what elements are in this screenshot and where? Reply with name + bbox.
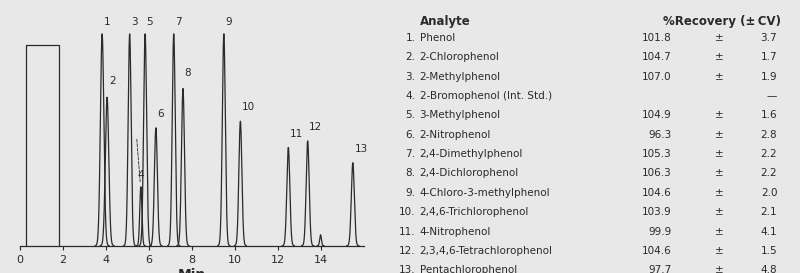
Text: Analyte: Analyte: [419, 15, 470, 28]
Text: 9: 9: [225, 17, 232, 27]
Text: 2-Methylphenol: 2-Methylphenol: [419, 72, 501, 82]
Text: 2-Nitrophenol: 2-Nitrophenol: [419, 130, 491, 140]
Text: 1.9: 1.9: [761, 72, 778, 82]
Text: 4: 4: [137, 170, 143, 180]
Text: 7: 7: [175, 17, 182, 27]
Text: 104.9: 104.9: [642, 110, 671, 120]
Text: ±: ±: [714, 72, 723, 82]
Text: 6: 6: [158, 109, 164, 119]
Text: 1.6: 1.6: [761, 110, 778, 120]
Text: 2.1: 2.1: [761, 207, 778, 217]
Text: %Recovery (± CV): %Recovery (± CV): [663, 15, 781, 28]
Text: 6.: 6.: [406, 130, 415, 140]
Text: 1.7: 1.7: [761, 52, 778, 62]
Text: 3-Methylphenol: 3-Methylphenol: [419, 110, 501, 120]
Text: ±: ±: [714, 265, 723, 273]
Text: 104.6: 104.6: [642, 246, 671, 256]
Text: 11: 11: [290, 129, 303, 139]
Text: 105.3: 105.3: [642, 149, 671, 159]
Text: 4.8: 4.8: [761, 265, 778, 273]
Text: 104.7: 104.7: [642, 52, 671, 62]
Text: 2,4-Dimethylphenol: 2,4-Dimethylphenol: [419, 149, 523, 159]
Text: 13: 13: [354, 144, 367, 154]
Text: 4-Chloro-3-methylphenol: 4-Chloro-3-methylphenol: [419, 188, 550, 198]
Text: ±: ±: [714, 110, 723, 120]
Text: ±: ±: [714, 188, 723, 198]
Text: 2,4,6-Trichlorophenol: 2,4,6-Trichlorophenol: [419, 207, 529, 217]
Text: 4.1: 4.1: [761, 227, 778, 237]
Text: 96.3: 96.3: [648, 130, 671, 140]
Text: Phenol: Phenol: [419, 33, 454, 43]
Text: ±: ±: [714, 168, 723, 179]
Text: 2-Bromophenol (Int. Std.): 2-Bromophenol (Int. Std.): [419, 91, 552, 101]
Text: 10.: 10.: [399, 207, 415, 217]
Text: 1.5: 1.5: [761, 246, 778, 256]
X-axis label: Min: Min: [178, 268, 206, 273]
Text: —: —: [767, 91, 778, 101]
Text: 2.8: 2.8: [761, 130, 778, 140]
Text: ±: ±: [714, 227, 723, 237]
Text: 2,4-Dichlorophenol: 2,4-Dichlorophenol: [419, 168, 518, 179]
Text: ±: ±: [714, 130, 723, 140]
Text: ±: ±: [714, 33, 723, 43]
Text: Pentachlorophenol: Pentachlorophenol: [419, 265, 517, 273]
Text: 8: 8: [185, 67, 191, 78]
Text: ±: ±: [714, 246, 723, 256]
Text: 11.: 11.: [398, 227, 415, 237]
Text: 99.9: 99.9: [648, 227, 671, 237]
Text: 2.: 2.: [406, 52, 415, 62]
Text: 2-Chlorophenol: 2-Chlorophenol: [419, 52, 499, 62]
Text: 101.8: 101.8: [642, 33, 671, 43]
Text: 13.: 13.: [398, 265, 415, 273]
Text: ±: ±: [714, 149, 723, 159]
Text: 106.3: 106.3: [642, 168, 671, 179]
Text: 107.0: 107.0: [642, 72, 671, 82]
Text: 4.: 4.: [406, 91, 415, 101]
Text: 103.9: 103.9: [642, 207, 671, 217]
Text: 2,3,4,6-Tetrachlorophenol: 2,3,4,6-Tetrachlorophenol: [419, 246, 553, 256]
Text: 3: 3: [131, 17, 138, 27]
Text: 8.: 8.: [406, 168, 415, 179]
Text: 12: 12: [309, 122, 322, 132]
Text: ±: ±: [714, 207, 723, 217]
Text: 10: 10: [242, 102, 255, 112]
Text: 2.2: 2.2: [761, 168, 778, 179]
Text: 104.6: 104.6: [642, 188, 671, 198]
Text: 3.7: 3.7: [761, 33, 778, 43]
Text: 2.0: 2.0: [761, 188, 778, 198]
Text: 97.7: 97.7: [648, 265, 671, 273]
Text: ±: ±: [714, 52, 723, 62]
Text: 5: 5: [146, 17, 153, 27]
Text: 1: 1: [103, 17, 110, 27]
Text: 5.: 5.: [406, 110, 415, 120]
Text: 1.: 1.: [406, 33, 415, 43]
Text: 9.: 9.: [406, 188, 415, 198]
Text: 3.: 3.: [406, 72, 415, 82]
Text: 4-Nitrophenol: 4-Nitrophenol: [419, 227, 491, 237]
Text: 12.: 12.: [398, 246, 415, 256]
Text: 2: 2: [109, 76, 115, 86]
Text: 7.: 7.: [406, 149, 415, 159]
Text: 2.2: 2.2: [761, 149, 778, 159]
